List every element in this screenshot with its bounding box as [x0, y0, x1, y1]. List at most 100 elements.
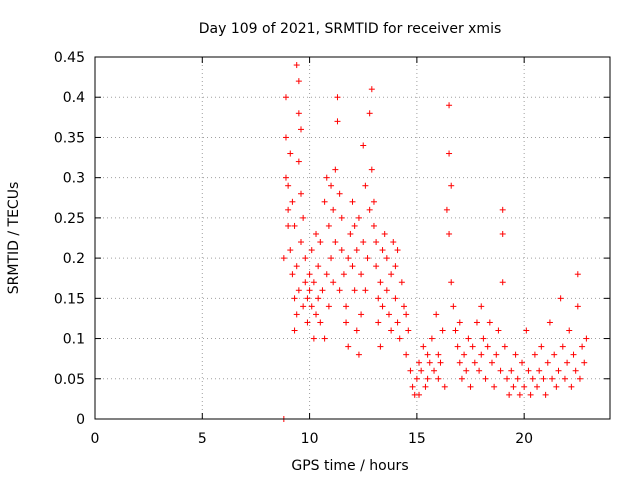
- data-point: [282, 174, 289, 181]
- data-point: [364, 255, 371, 262]
- data-point: [353, 247, 360, 254]
- x-tick-label: 10: [301, 431, 319, 447]
- data-point: [439, 327, 446, 334]
- data-point: [295, 287, 302, 294]
- data-point: [370, 198, 377, 205]
- data-point: [433, 311, 440, 318]
- data-point: [330, 279, 337, 286]
- data-point: [360, 239, 367, 246]
- data-point: [506, 391, 513, 398]
- data-point: [557, 295, 564, 302]
- data-point: [579, 343, 586, 350]
- data-point: [291, 327, 298, 334]
- data-point: [349, 198, 356, 205]
- data-point: [542, 391, 549, 398]
- data-point: [443, 206, 450, 213]
- data-point: [396, 335, 403, 342]
- x-tick-label: 5: [198, 431, 207, 447]
- data-point: [514, 375, 521, 382]
- data-point: [568, 383, 575, 390]
- data-point: [377, 279, 384, 286]
- data-point: [536, 367, 543, 374]
- data-point: [347, 230, 354, 237]
- data-point: [570, 351, 577, 358]
- data-point: [373, 263, 380, 270]
- data-point: [538, 343, 545, 350]
- data-point: [325, 303, 332, 310]
- y-tick-label: 0.15: [54, 291, 85, 307]
- data-point: [381, 230, 388, 237]
- data-point: [375, 295, 382, 302]
- data-point: [572, 367, 579, 374]
- data-point: [482, 375, 489, 382]
- data-point: [349, 263, 356, 270]
- data-point: [549, 375, 556, 382]
- data-point: [289, 271, 296, 278]
- data-point: [332, 166, 339, 173]
- data-point: [291, 222, 298, 229]
- data-point: [368, 166, 375, 173]
- data-point: [336, 287, 343, 294]
- data-point: [300, 214, 307, 221]
- data-point: [392, 295, 399, 302]
- data-point: [508, 367, 515, 374]
- data-point: [458, 375, 465, 382]
- data-point: [576, 375, 583, 382]
- data-point: [448, 182, 455, 189]
- data-point: [291, 295, 298, 302]
- data-point: [463, 367, 470, 374]
- data-point: [450, 303, 457, 310]
- data-point: [435, 375, 442, 382]
- data-point: [313, 230, 320, 237]
- data-point: [456, 359, 463, 366]
- data-point: [280, 255, 287, 262]
- data-point: [323, 271, 330, 278]
- y-tick-label: 0.05: [54, 372, 85, 388]
- data-point: [446, 102, 453, 109]
- data-point: [467, 383, 474, 390]
- data-point: [355, 214, 362, 221]
- data-point: [512, 351, 519, 358]
- data-point: [300, 303, 307, 310]
- data-point: [285, 182, 292, 189]
- plot-frame: [94, 56, 611, 420]
- data-point: [379, 303, 386, 310]
- data-point: [302, 255, 309, 262]
- x-axis-label: GPS time / hours: [291, 458, 408, 474]
- data-point: [328, 255, 335, 262]
- data-point: [566, 327, 573, 334]
- data-point: [366, 206, 373, 213]
- data-point: [388, 327, 395, 334]
- y-axis-label: SRMTID / TECUs: [6, 182, 22, 295]
- y-tick-label: 0.35: [54, 130, 85, 146]
- y-tick-label: 0.25: [54, 211, 85, 227]
- x-tick-label: 0: [91, 431, 100, 447]
- data-point: [310, 279, 317, 286]
- x-tick-label: 15: [408, 431, 426, 447]
- data-point: [540, 375, 547, 382]
- data-point: [446, 150, 453, 157]
- y-tick-label: 0: [76, 412, 85, 428]
- data-point: [544, 359, 551, 366]
- data-series-srmtid: [280, 62, 590, 422]
- data-point: [343, 303, 350, 310]
- data-point: [531, 351, 538, 358]
- data-point: [338, 247, 345, 254]
- data-point: [420, 343, 427, 350]
- data-point: [581, 359, 588, 366]
- data-point: [287, 150, 294, 157]
- y-tick-label: 0.4: [63, 90, 85, 106]
- data-point: [358, 311, 365, 318]
- data-point: [510, 383, 517, 390]
- data-point: [317, 319, 324, 326]
- data-point: [302, 279, 309, 286]
- data-point: [497, 367, 504, 374]
- data-point: [360, 142, 367, 149]
- data-point: [340, 271, 347, 278]
- data-point: [454, 343, 461, 350]
- y-tick-label: 0.2: [63, 251, 85, 267]
- data-point: [471, 359, 478, 366]
- data-point: [561, 375, 568, 382]
- data-point: [448, 279, 455, 286]
- data-point: [334, 94, 341, 101]
